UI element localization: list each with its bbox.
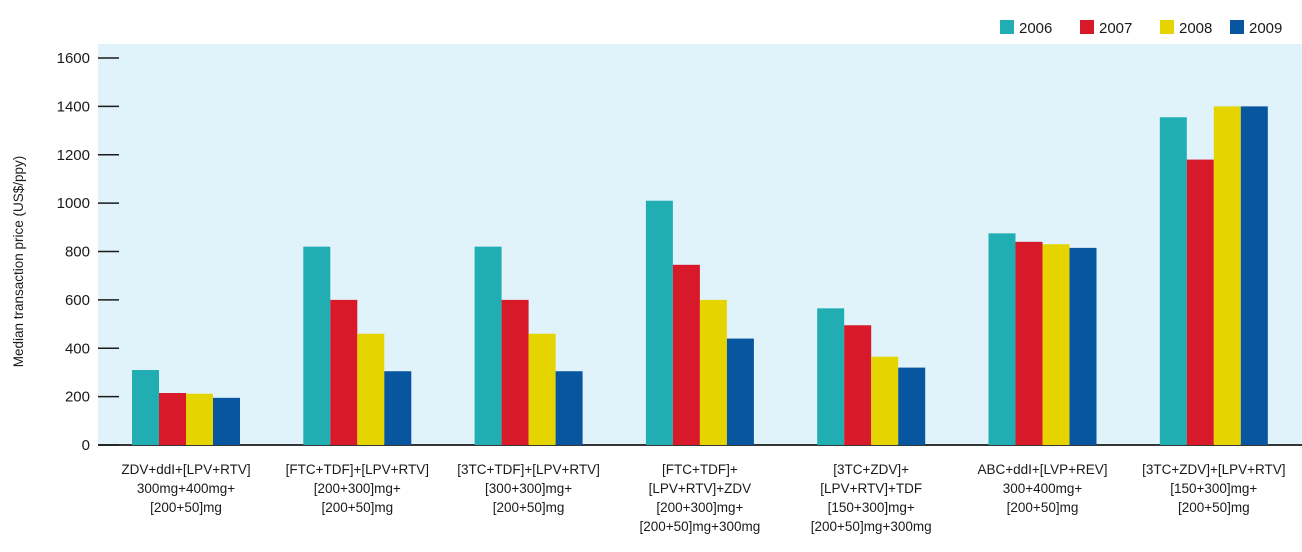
legend-swatch-2006 — [1000, 20, 1014, 34]
category-label-line: [FTC+TDF]+ — [662, 462, 738, 477]
category-label-line: [200+50]mg — [321, 500, 393, 515]
y-tick-label: 400 — [65, 340, 90, 357]
bar-2008 — [699, 299, 727, 445]
bar-2006 — [988, 233, 1016, 445]
bar-2007 — [501, 299, 529, 445]
bar-2006 — [303, 246, 331, 445]
bar-2008 — [186, 393, 213, 445]
y-tick-label: 200 — [65, 389, 90, 406]
bar-2009 — [1069, 247, 1097, 445]
bar-2008 — [1042, 244, 1070, 445]
bar-2009 — [898, 367, 926, 445]
bar-2006 — [645, 200, 673, 445]
legend-label-2006: 2006 — [1019, 20, 1052, 37]
bar-2009 — [384, 371, 412, 445]
y-axis-label: Median transaction price (US$/ppy) — [11, 156, 26, 368]
category-label-line: [150+300]mg+ — [828, 500, 915, 515]
category-label-line: [200+50]mg+300mg — [639, 519, 760, 534]
legend-swatch-2009 — [1230, 20, 1244, 34]
category-labels: ZDV+ddI+[LPV+RTV] 300mg+400mg+ [200+50]mg[… — [121, 462, 1285, 534]
y-tick-label: 800 — [65, 244, 90, 261]
legend-label-2009: 2009 — [1249, 20, 1282, 37]
legend-label-2008: 2008 — [1179, 20, 1212, 37]
legend-label-2007: 2007 — [1099, 20, 1132, 37]
y-tick-label: 0 — [82, 437, 90, 454]
y-tick-label: 1400 — [57, 98, 90, 115]
legend-swatch-2007 — [1080, 20, 1094, 34]
category-label-line: [200+50]mg — [1178, 500, 1250, 515]
bar-2007 — [1015, 241, 1043, 445]
bar-2009 — [555, 371, 583, 445]
bar-2007 — [159, 392, 186, 445]
bar-2009 — [726, 338, 754, 445]
y-tick-label: 1200 — [57, 147, 90, 164]
legend-swatch-2008 — [1160, 20, 1174, 34]
bar-2008 — [1213, 106, 1241, 445]
bar-2008 — [528, 333, 556, 445]
category-label-line: ZDV+ddI+[LPV+RTV] — [121, 462, 250, 477]
category-label-line: [LPV+RTV]+ZDV — [649, 481, 752, 496]
category-label: [3TC+TDF]+[LPV+RTV] [300+300]mg+ [200+50]m… — [457, 462, 600, 515]
category-label-line: 300+400mg+ — [1003, 481, 1083, 496]
y-tick-label: 1000 — [57, 195, 90, 212]
category-label: ZDV+ddI+[LPV+RTV] 300mg+400mg+ [200+50]mg — [121, 462, 250, 515]
category-label-line: 300mg+400mg+ — [137, 481, 235, 496]
category-label-line: [3TC+ZDV]+ — [833, 462, 909, 477]
category-label-line: [200+300]mg+ — [656, 500, 743, 515]
category-label-line: [200+300]mg+ — [314, 481, 401, 496]
category-label-line: ABC+ddI+[LVP+REV] — [978, 462, 1108, 477]
bars — [132, 106, 1268, 446]
bar-2009 — [213, 397, 240, 445]
bar-2007 — [330, 299, 358, 445]
category-label-line: [300+300]mg+ — [485, 481, 572, 496]
category-label-line: [3TC+TDF]+[LPV+RTV] — [457, 462, 600, 477]
category-label-line: [LPV+RTV]+TDF — [820, 481, 922, 496]
category-label-line: [200+50]mg+300mg — [811, 519, 932, 534]
y-tick-label: 600 — [65, 292, 90, 309]
bar-2008 — [357, 333, 385, 445]
category-label: [3TC+ZDV]+ [LPV+RTV]+TDF [150+300]mg+ [200+… — [811, 462, 932, 534]
y-tick-label: 1600 — [57, 50, 90, 67]
category-label: [FTC+TDF]+ [LPV+RTV]+ZDV [200+300]mg+ [200+… — [639, 462, 760, 534]
legend: 2006 2007 2008 2009 — [1000, 20, 1282, 37]
bar-2007 — [672, 264, 700, 445]
bar-2008 — [871, 356, 899, 445]
bar-2006 — [132, 370, 159, 445]
bar-2006 — [1159, 117, 1187, 446]
category-label-line: [200+50]mg — [493, 500, 565, 515]
bar-2007 — [1186, 159, 1214, 445]
category-label-line: [3TC+ZDV]+[LPV+RTV] — [1142, 462, 1285, 477]
bar-2007 — [844, 325, 872, 445]
category-label: ABC+ddI+[LVP+REV] 300+400mg+ [200+50]mg — [978, 462, 1108, 515]
category-label-line: [150+300]mg+ — [1170, 481, 1257, 496]
bar-2009 — [1240, 106, 1268, 445]
category-label-line: [200+50]mg — [150, 500, 222, 515]
category-label: [FTC+TDF]+[LPV+RTV] [200+300]mg+ [200+50]m… — [286, 462, 429, 515]
category-label-line: [200+50]mg — [1007, 500, 1079, 515]
bar-2006 — [474, 246, 502, 445]
bar-2006 — [817, 308, 845, 445]
category-label-line: [FTC+TDF]+[LPV+RTV] — [286, 462, 429, 477]
category-label: [3TC+ZDV]+[LPV+RTV] [150+300]mg+ [200+50]m… — [1142, 462, 1285, 515]
